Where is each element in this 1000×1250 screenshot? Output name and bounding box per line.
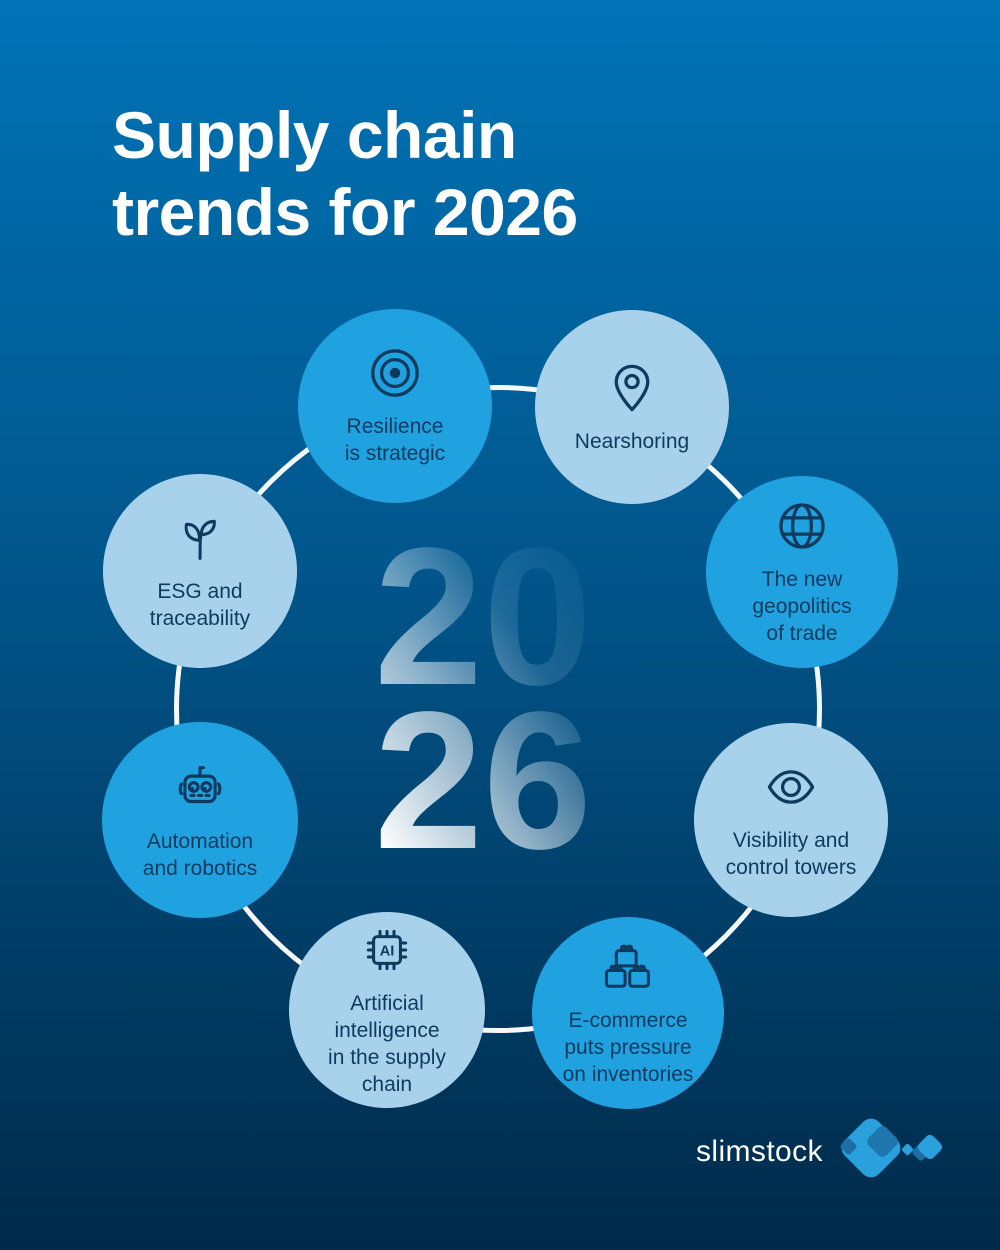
brand-footer: slimstock: [696, 1112, 953, 1192]
slimstock-logo-icon: [833, 1113, 953, 1191]
parcel-boxes-icon: [604, 944, 650, 988]
bubble-esg: ESG and traceability: [103, 474, 297, 668]
globe-icon: [779, 502, 825, 549]
ai-chip-icon: AI: [366, 929, 408, 971]
bubble-label: ESG and traceability: [149, 580, 251, 630]
bubble-label: Visibility and control towers: [725, 829, 857, 879]
bubble-automation: Automation and robotics: [102, 722, 298, 918]
page-title-line2: trends for 2026: [112, 175, 578, 249]
bubble-nearshoring: Nearshoring: [535, 310, 729, 504]
sprout-icon: [184, 519, 216, 560]
year-watermark-line2: 26: [374, 671, 593, 890]
page-title-line1: Supply chain: [112, 98, 517, 172]
connector-ring: [174, 385, 822, 1033]
brand-wordmark: slimstock: [696, 1135, 823, 1168]
page-title: Supply chain trends for 2026: [112, 97, 578, 251]
year-watermark: 20 26: [374, 535, 592, 863]
bubble-label: Resilience is strategic: [344, 415, 446, 465]
bubble-geopolitics: The new geopolitics of trade: [706, 476, 898, 668]
bubble-visibility: Visibility and control towers: [694, 723, 888, 917]
bubble-resilience: Resilience is strategic: [298, 309, 492, 503]
bubble-label: E-commerce puts pressure on inventories: [562, 1008, 694, 1086]
bubble-artificial-intelligence: AI Artificial intelligence in the supply…: [289, 912, 485, 1108]
bubble-label: Nearshoring: [574, 429, 690, 453]
eye-icon: [767, 770, 815, 804]
bubble-label: The new geopolitics of trade: [752, 567, 852, 645]
bubble-label: Artificial intelligence in the supply ch…: [328, 992, 446, 1096]
robot-icon: [178, 766, 222, 804]
location-pin-icon: [614, 364, 650, 411]
ai-chip-label: AI: [380, 943, 395, 959]
target-icon: [371, 349, 419, 397]
bubble-label: Automation and robotics: [142, 830, 258, 880]
bubble-ecommerce: E-commerce puts pressure on inventories: [532, 917, 724, 1109]
